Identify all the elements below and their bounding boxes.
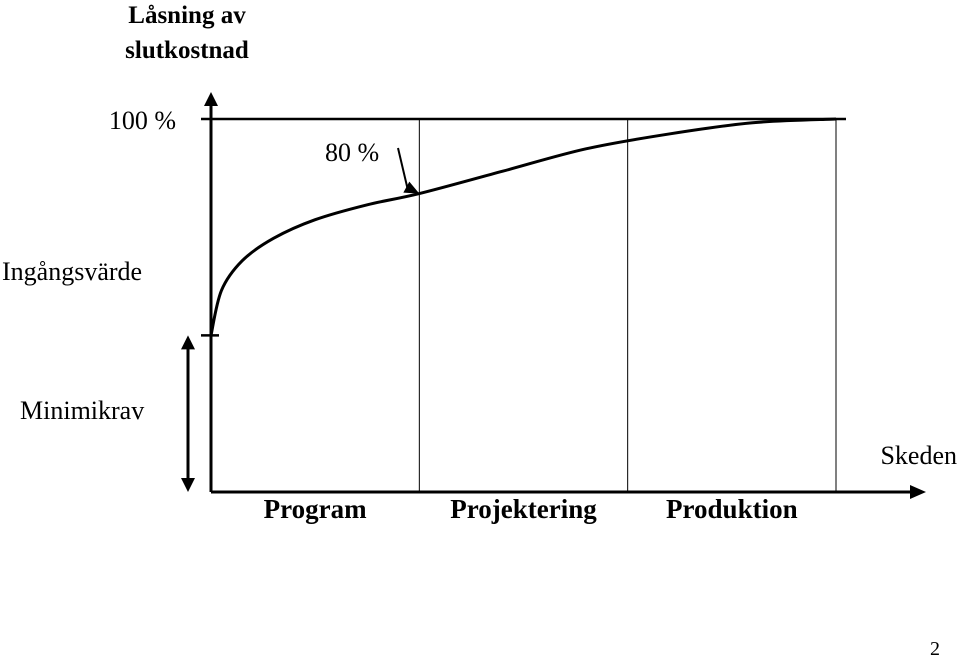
- annotation-80-label: 80 %: [325, 138, 379, 167]
- minimum-requirement-label: Minimikrav: [20, 396, 144, 425]
- x-axis-label: Skeden: [880, 441, 957, 470]
- category-label: Produktion: [666, 494, 798, 524]
- category-label: Projektering: [450, 494, 597, 524]
- chart-title-line-1: Låsning av: [128, 2, 246, 29]
- entry-value-label: Ingångsvärde: [2, 257, 142, 286]
- page-number: 2: [930, 638, 940, 660]
- annotation-arrow-line: [397, 147, 409, 188]
- range-arrow-down: [181, 478, 195, 492]
- x-axis-arrow: [910, 485, 926, 499]
- annotation-arrow-head: [403, 181, 420, 194]
- y-tick-label-100: 100 %: [109, 106, 176, 135]
- y-axis-arrow: [204, 92, 218, 106]
- range-arrow-up: [181, 335, 195, 350]
- cost-lock-in-curve: [209, 117, 837, 336]
- chart-title-line-2: slutkostnad: [125, 37, 249, 64]
- category-label: Program: [264, 494, 367, 524]
